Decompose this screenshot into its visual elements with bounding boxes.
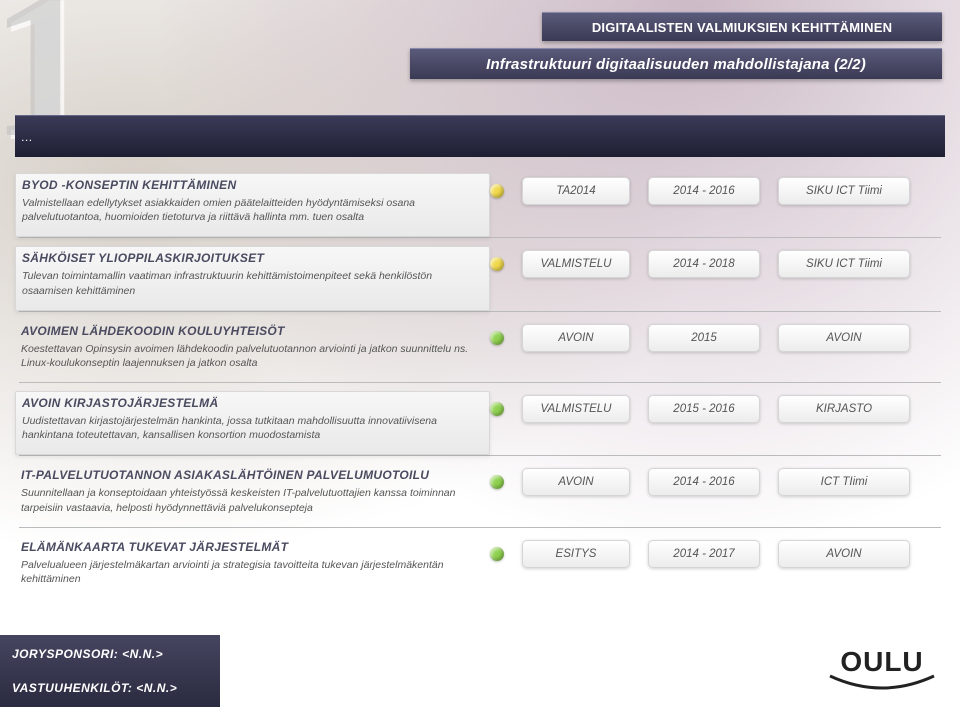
item-row: SÄHKÖISET YLIOPPILASKIRJOITUKSET Tulevan … bbox=[15, 238, 945, 310]
item-row: AVOIN KIRJASTOJÄRJESTELMÄ Uudistettavan k… bbox=[15, 383, 945, 455]
item-description: Palvelualueen järjestelmäkartan arvioint… bbox=[21, 558, 480, 586]
status-dot-icon bbox=[490, 402, 504, 416]
status-chip: VALMISTELU bbox=[522, 250, 630, 278]
years-chip: 2015 - 2016 bbox=[648, 395, 760, 423]
item-text-block: BYOD -KONSEPTIN KEHITTÄMINEN Valmistellaa… bbox=[15, 173, 490, 237]
footer-responsible: VASTUUHENKILÖT: <N.N.> bbox=[12, 681, 177, 695]
years-chip: 2014 - 2018 bbox=[648, 250, 760, 278]
item-text-block: ELÄMÄNKAARTA TUKEVAT JÄRJESTELMÄT Palvelu… bbox=[15, 536, 490, 598]
owner-chip: KIRJASTO bbox=[778, 395, 910, 423]
item-text-block: AVOIMEN LÄHDEKOODIN KOULUYHTEISÖT Koestet… bbox=[15, 320, 490, 382]
item-description: Tulevan toimintamallin vaatiman infrastr… bbox=[22, 269, 479, 297]
status-dot-icon bbox=[490, 475, 504, 489]
item-description: Koestettavan Opinsysin avoimen lähdekood… bbox=[21, 342, 480, 370]
item-title: BYOD -KONSEPTIN KEHITTÄMINEN bbox=[22, 178, 479, 192]
continuation-panel: … bbox=[15, 115, 945, 157]
status-dot-icon bbox=[490, 257, 504, 271]
item-chips: VALMISTELU 2015 - 2016 KIRJASTO bbox=[490, 391, 945, 423]
item-title: AVOIN KIRJASTOJÄRJESTELMÄ bbox=[22, 396, 479, 410]
owner-chip: SIKU ICT Tiimi bbox=[778, 250, 910, 278]
ellipsis-text: … bbox=[21, 130, 33, 144]
status-chip: AVOIN bbox=[522, 468, 630, 496]
watermark-number: 1 bbox=[0, 0, 85, 186]
status-chip: TA2014 bbox=[522, 177, 630, 205]
years-chip: 2014 - 2017 bbox=[648, 540, 760, 568]
item-row: IT-PALVELUTUOTANNON ASIAKASLÄHTÖINEN PAL… bbox=[15, 456, 945, 526]
item-chips: VALMISTELU 2014 - 2018 SIKU ICT Tiimi bbox=[490, 246, 945, 278]
status-dot-icon bbox=[490, 547, 504, 561]
item-title: SÄHKÖISET YLIOPPILASKIRJOITUKSET bbox=[22, 251, 479, 265]
item-row: AVOIMEN LÄHDEKOODIN KOULUYHTEISÖT Koestet… bbox=[15, 312, 945, 382]
logo: OULU bbox=[826, 648, 938, 697]
item-text-block: SÄHKÖISET YLIOPPILASKIRJOITUKSET Tulevan … bbox=[15, 246, 490, 310]
years-chip: 2014 - 2016 bbox=[648, 177, 760, 205]
item-description: Suunnitellaan ja konseptoidaan yhteistyö… bbox=[21, 486, 480, 514]
footer-panel bbox=[0, 635, 220, 707]
status-dot-icon bbox=[490, 331, 504, 345]
item-text-block: AVOIN KIRJASTOJÄRJESTELMÄ Uudistettavan k… bbox=[15, 391, 490, 455]
years-chip: 2015 bbox=[648, 324, 760, 352]
item-chips: AVOIN 2014 - 2016 ICT TIimi bbox=[490, 464, 945, 496]
owner-chip: ICT TIimi bbox=[778, 468, 910, 496]
item-row: ELÄMÄNKAARTA TUKEVAT JÄRJESTELMÄT Palvelu… bbox=[15, 528, 945, 598]
item-row: BYOD -KONSEPTIN KEHITTÄMINEN Valmistellaa… bbox=[15, 165, 945, 237]
item-title: AVOIMEN LÄHDEKOODIN KOULUYHTEISÖT bbox=[21, 324, 480, 338]
item-description: Uudistettavan kirjastojärjestelmän hanki… bbox=[22, 414, 479, 442]
status-chip: ESITYS bbox=[522, 540, 630, 568]
logo-text: OULU bbox=[826, 648, 938, 676]
owner-chip: SIKU ICT Tiimi bbox=[778, 177, 910, 205]
item-chips: ESITYS 2014 - 2017 AVOIN bbox=[490, 536, 945, 568]
item-list: BYOD -KONSEPTIN KEHITTÄMINEN Valmistellaa… bbox=[15, 165, 945, 598]
status-dot-icon bbox=[490, 184, 504, 198]
item-title: ELÄMÄNKAARTA TUKEVAT JÄRJESTELMÄT bbox=[21, 540, 480, 554]
footer-sponsor: JORYSPONSORI: <N.N.> bbox=[12, 647, 163, 661]
item-description: Valmistellaan edellytykset asiakkaiden o… bbox=[22, 196, 479, 224]
status-chip: VALMISTELU bbox=[522, 395, 630, 423]
item-chips: TA2014 2014 - 2016 SIKU ICT Tiimi bbox=[490, 173, 945, 205]
owner-chip: AVOIN bbox=[778, 324, 910, 352]
slide: 1 1 DIGITAALISTEN VALMIUKSIEN KEHITTÄMIN… bbox=[0, 0, 960, 707]
logo-arc-icon bbox=[826, 674, 938, 692]
header-title: Infrastruktuuri digitaalisuuden mahdolli… bbox=[410, 48, 942, 79]
item-chips: AVOIN 2015 AVOIN bbox=[490, 320, 945, 352]
status-chip: AVOIN bbox=[522, 324, 630, 352]
item-title: IT-PALVELUTUOTANNON ASIAKASLÄHTÖINEN PAL… bbox=[21, 468, 480, 482]
years-chip: 2014 - 2016 bbox=[648, 468, 760, 496]
header-category: DIGITAALISTEN VALMIUKSIEN KEHITTÄMINEN bbox=[542, 12, 942, 41]
item-text-block: IT-PALVELUTUOTANNON ASIAKASLÄHTÖINEN PAL… bbox=[15, 464, 490, 526]
owner-chip: AVOIN bbox=[778, 540, 910, 568]
